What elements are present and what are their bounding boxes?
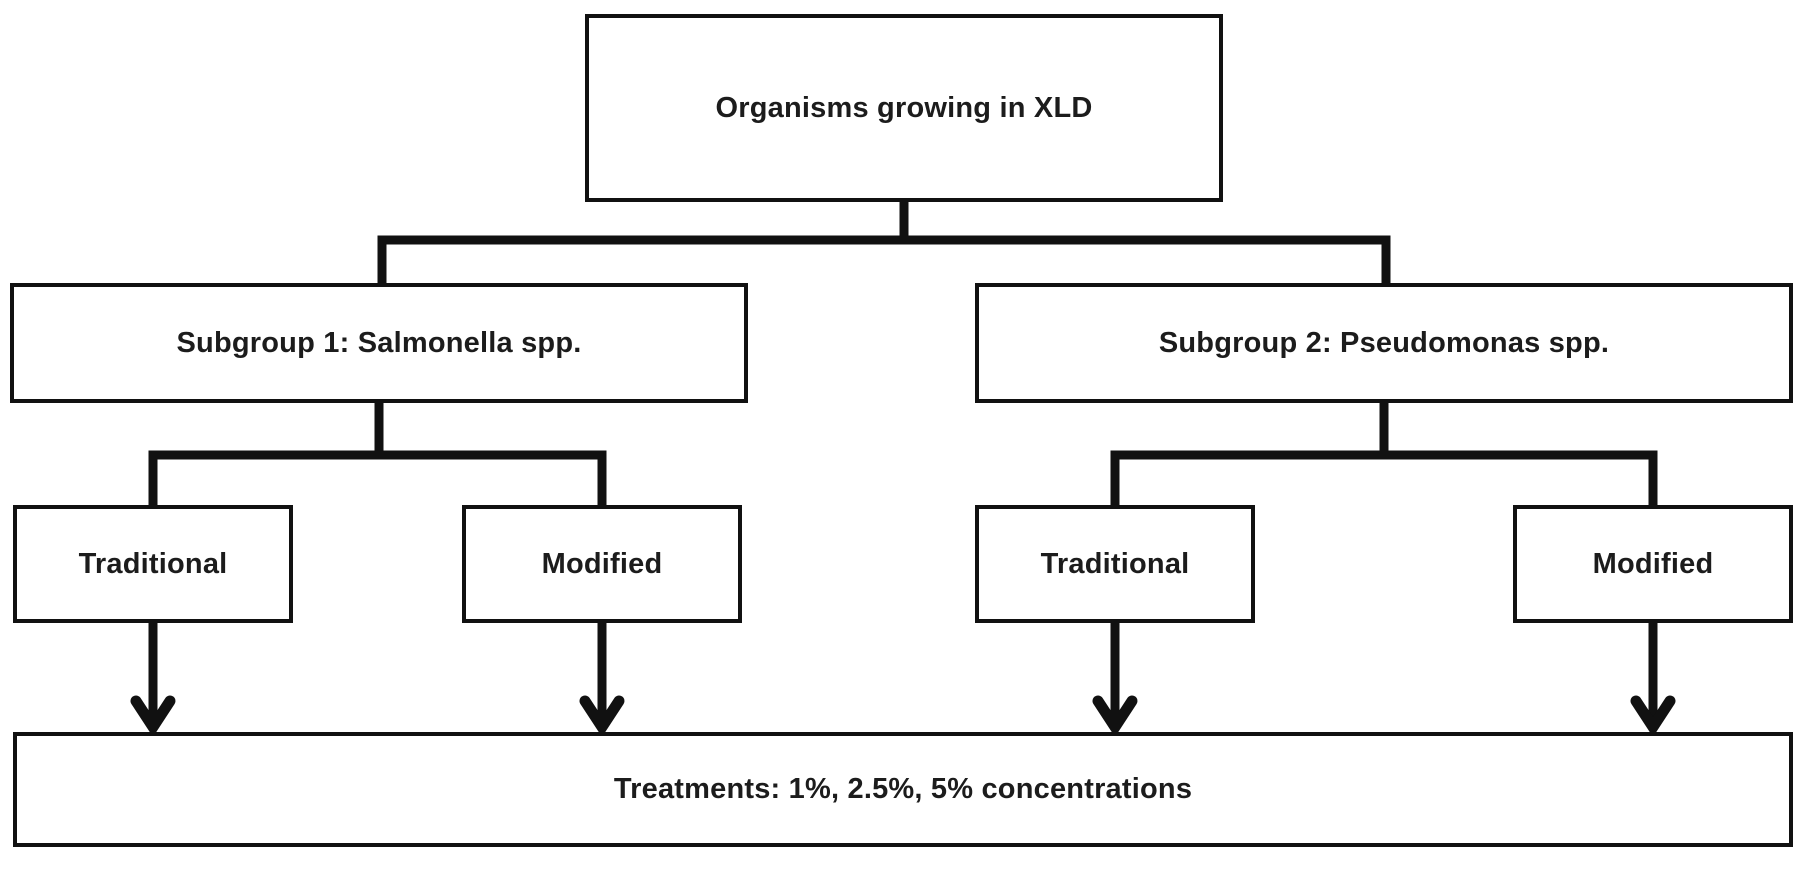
connector-level2-left bbox=[148, 450, 607, 509]
node-root-label: Organisms growing in XLD bbox=[715, 91, 1093, 124]
connector-level1 bbox=[377, 235, 1391, 287]
arrow-traditional-1 bbox=[130, 621, 176, 738]
node-subgroup-2: Subgroup 2: Pseudomonas spp. bbox=[975, 283, 1793, 403]
node-modified-2-label: Modified bbox=[1592, 547, 1714, 580]
node-traditional-2: Traditional bbox=[975, 505, 1255, 623]
arrow-modified-2 bbox=[1630, 621, 1676, 738]
node-modified-1: Modified bbox=[462, 505, 742, 623]
node-subgroup-1-label: Subgroup 1: Salmonella spp. bbox=[176, 326, 582, 359]
node-root: Organisms growing in XLD bbox=[585, 14, 1223, 202]
node-treatments-label: Treatments: 1%, 2.5%, 5% concentrations bbox=[613, 773, 1193, 805]
node-traditional-2-label: Traditional bbox=[1040, 547, 1190, 580]
node-modified-2: Modified bbox=[1513, 505, 1793, 623]
arrow-traditional-2 bbox=[1092, 621, 1138, 738]
connector-level2-right bbox=[1110, 450, 1658, 509]
arrow-modified-1 bbox=[579, 621, 625, 738]
node-traditional-1: Traditional bbox=[13, 505, 293, 623]
node-subgroup-2-label: Subgroup 2: Pseudomonas spp. bbox=[1158, 326, 1610, 359]
node-subgroup-1: Subgroup 1: Salmonella spp. bbox=[10, 283, 748, 403]
node-treatments: Treatments: 1%, 2.5%, 5% concentrations bbox=[13, 732, 1793, 847]
node-modified-1-label: Modified bbox=[541, 547, 663, 580]
node-traditional-1-label: Traditional bbox=[78, 547, 228, 580]
